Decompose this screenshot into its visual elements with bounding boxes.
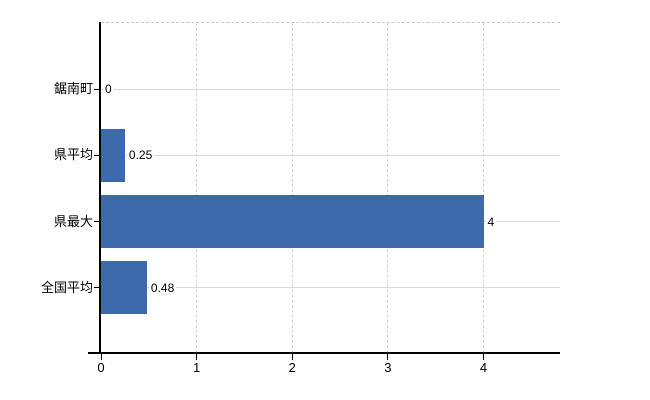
bar — [101, 195, 484, 249]
bar-value-label: 0 — [103, 81, 114, 98]
bar-value-label: 4 — [485, 213, 497, 230]
x-axis-tick — [100, 354, 102, 360]
vertical-gridline — [196, 23, 198, 353]
x-axis-tick-label: 4 — [479, 360, 488, 375]
x-axis-tick-label: 0 — [97, 360, 105, 375]
vertical-gridline — [387, 23, 389, 353]
bar-value-label: 0.48 — [148, 279, 177, 296]
category-label: 県平均 — [53, 147, 93, 163]
bar — [101, 261, 147, 315]
category-tick — [94, 88, 101, 90]
x-axis-tick — [291, 354, 293, 360]
row-gridline — [101, 154, 560, 156]
category-label: 全国平均 — [40, 279, 93, 295]
vertical-gridline — [291, 23, 293, 353]
x-axis-tick — [483, 354, 484, 360]
x-axis-tick — [387, 354, 389, 360]
y-axis-line — [99, 22, 101, 353]
row-gridline — [101, 287, 560, 289]
category-tick — [94, 221, 101, 223]
row-gridline — [101, 88, 560, 90]
category-label: 鋸南町 — [53, 81, 93, 97]
bar-value-label: 0.25 — [126, 147, 155, 164]
bar — [101, 128, 125, 182]
x-axis-tick-label: 3 — [384, 360, 392, 375]
category-tick — [94, 154, 101, 156]
vertical-gridline — [483, 23, 484, 353]
x-axis-line — [88, 352, 560, 354]
category-label: 県最大 — [53, 213, 93, 229]
category-tick — [94, 287, 101, 289]
plot-area: 0 鋸南町 0.25 県平均 4 県最大 0.48 全国平均 — [41, 22, 560, 353]
x-axis-tick-label: 2 — [288, 360, 296, 375]
x-axis-tick-label: 1 — [193, 360, 201, 375]
x-axis-tick — [196, 354, 198, 360]
